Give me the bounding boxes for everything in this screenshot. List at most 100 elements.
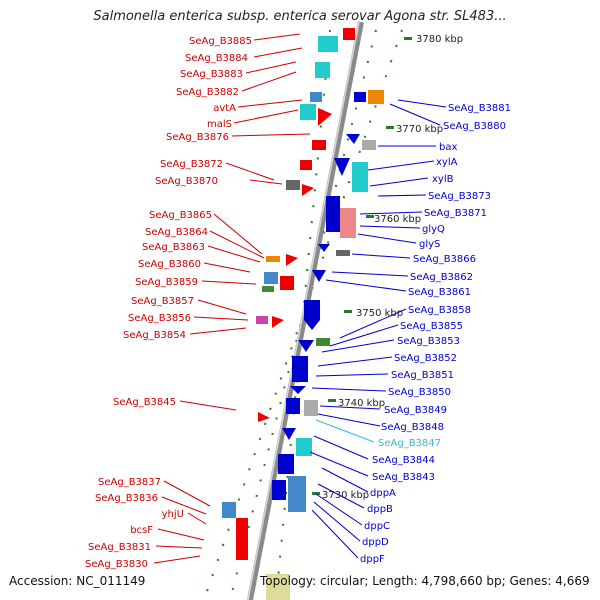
gene-feature — [298, 340, 314, 352]
gene-label: SeAg_B3853 — [397, 336, 460, 347]
gene-feature — [352, 162, 368, 192]
gene-feature — [290, 386, 306, 394]
ruler-label: 3740 kbp — [338, 398, 385, 409]
gene-feature — [272, 480, 286, 500]
gene-feature — [258, 412, 270, 422]
gene-label: SeAg_B3856 — [128, 313, 191, 324]
gene-feature — [346, 134, 360, 144]
gene-feature — [296, 438, 312, 456]
gene-label: SeAg_B3882 — [176, 87, 239, 98]
gene-feature — [316, 338, 330, 346]
gene-label: dppA — [370, 488, 396, 499]
gene-feature — [312, 270, 326, 282]
gene-feature — [310, 92, 322, 102]
gene-label: SeAg_B3857 — [131, 296, 194, 307]
gene-label: SeAg_B3837 — [98, 477, 161, 488]
gene-label: SeAg_B3883 — [180, 69, 243, 80]
gene-label: SeAg_B3858 — [408, 305, 471, 316]
gene-label: SeAg_B3860 — [138, 259, 201, 270]
gene-label: SeAg_B3836 — [95, 493, 158, 504]
gene-feature — [302, 184, 314, 196]
gene-feature — [266, 574, 290, 600]
gene-label: SeAg_B3848 — [381, 422, 444, 433]
gene-feature — [300, 160, 312, 170]
gene-label: SeAg_B3861 — [408, 287, 471, 298]
gene-feature — [334, 158, 350, 176]
gene-feature — [336, 250, 350, 256]
gene-label: SeAg_B3843 — [372, 472, 435, 483]
ruler-label: 3780 kbp — [416, 34, 463, 45]
gene-label: xylB — [432, 174, 454, 185]
gene-label: SeAg_B3862 — [410, 272, 473, 283]
map-title: Salmonella enterica subsp. enterica sero… — [93, 9, 507, 24]
gene-label: SeAg_B3850 — [388, 387, 451, 398]
gene-feature — [236, 518, 248, 560]
gene-label: SeAg_B3884 — [185, 53, 248, 64]
gene-label: SeAg_B3881 — [448, 103, 511, 114]
ruler-label: 3770 kbp — [396, 124, 443, 135]
topology-text: Topology: circular; Length: 4,798,660 bp… — [260, 574, 590, 588]
left-gene-labels: SeAg_B3885 SeAg_B3884 SeAg_B3883 SeAg_B3… — [85, 36, 252, 570]
gene-label: SeAg_B3872 — [160, 159, 223, 170]
gene-label: SeAg_B3885 — [189, 36, 252, 47]
gene-feature — [222, 502, 236, 518]
gene-feature — [340, 208, 356, 238]
gene-label: malS — [207, 119, 232, 130]
gene-label: SeAg_B3830 — [85, 559, 148, 570]
gene-label: SeAg_B3851 — [391, 370, 454, 381]
gene-label: SeAg_B3859 — [135, 277, 198, 288]
ruler-label: 3730 kbp — [322, 490, 369, 501]
gene-feature — [286, 254, 298, 266]
gene-label: avtA — [213, 103, 236, 114]
gene-feature — [354, 92, 366, 102]
gene-label: SeAg_B3844 — [372, 455, 435, 466]
right-gene-labels: SeAg_B3881 SeAg_B3880 bax xylA xylB SeAg… — [360, 103, 511, 565]
gene-feature — [272, 316, 284, 328]
gene-label: SeAg_B3849 — [384, 405, 447, 416]
left-leaders — [153, 33, 311, 564]
gene-label: SeAg_B3852 — [394, 353, 457, 364]
forward-strand-features — [266, 90, 384, 600]
gene-label: SeAg_B3855 — [400, 321, 463, 332]
gene-feature — [343, 28, 355, 40]
ruler-labels: 3780 kbp 3770 kbp 3760 kbp 3750 kbp 3740… — [322, 34, 463, 501]
gene-feature — [264, 272, 278, 284]
gene-label: bax — [439, 142, 457, 153]
gene-label: SeAg_B3865 — [149, 210, 212, 221]
gene-feature — [266, 256, 280, 262]
gene-feature — [278, 454, 294, 474]
gene-label: SeAg_B3880 — [443, 121, 506, 132]
gene-feature — [280, 276, 294, 290]
gene-label: glyS — [419, 239, 440, 250]
gene-feature — [315, 62, 330, 78]
ruler-ticks — [312, 37, 412, 495]
gene-label: dppC — [364, 521, 390, 532]
gene-label: SeAg_B3873 — [428, 191, 491, 202]
gene-label: SeAg_B3866 — [413, 254, 476, 265]
gene-feature — [262, 286, 274, 292]
gene-feature — [318, 108, 332, 126]
gene-label: SeAg_B3871 — [424, 208, 487, 219]
reverse-strand-features — [222, 28, 355, 560]
gene-label: bcsF — [130, 525, 153, 536]
gene-label: SeAg_B3876 — [166, 132, 229, 143]
accession-text: Accession: NC_011149 — [9, 574, 146, 588]
gene-label: xylA — [436, 157, 458, 168]
gene-label: SeAg_B3870 — [155, 176, 218, 187]
gene-label: dppB — [367, 504, 393, 515]
gene-feature — [312, 140, 326, 150]
gene-feature — [286, 180, 300, 190]
gene-feature — [300, 104, 316, 120]
gene-feature — [318, 244, 330, 252]
gene-label: yhjU — [162, 509, 184, 520]
gene-feature — [292, 356, 308, 382]
gene-label: dppF — [360, 554, 385, 565]
gene-label: SeAg_B3864 — [145, 227, 208, 238]
ruler-label: 3760 kbp — [374, 214, 421, 225]
gene-feature — [362, 140, 376, 150]
gene-feature — [282, 428, 296, 440]
gene-feature — [288, 476, 306, 512]
gene-feature — [326, 196, 340, 232]
gene-label: SeAg_B3863 — [142, 242, 205, 253]
